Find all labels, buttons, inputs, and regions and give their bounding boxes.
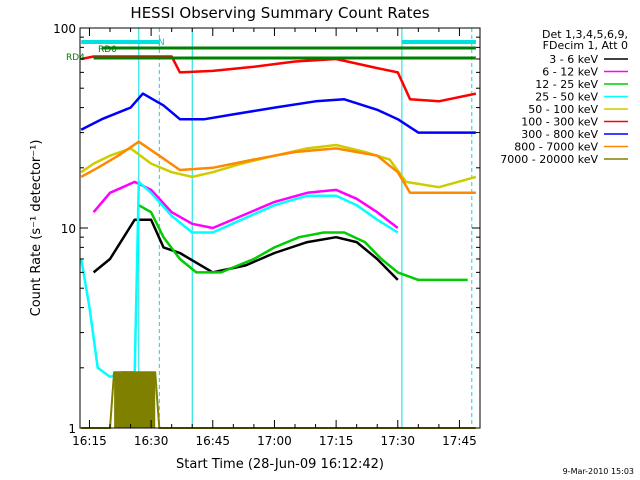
x-axis-label: Start Time (28-Jun-09 16:12:42): [176, 457, 384, 472]
annotation-label: RD4: [66, 53, 85, 63]
legend-label: 12 - 25 keV: [535, 78, 598, 91]
series-line-3: [79, 180, 399, 379]
date-stamp: 9-Mar-2010 15:03: [563, 467, 634, 476]
series-line-2: [138, 204, 468, 282]
y-tick-label: 1: [68, 422, 76, 436]
annotation-label: RD0: [98, 45, 117, 55]
y-tick-label: 100: [53, 22, 76, 36]
legend-label: 3 - 6 keV: [549, 53, 598, 66]
x-tick-label: 16:30: [134, 434, 169, 448]
x-tick-label: 17:00: [257, 434, 292, 448]
annotation-label: N: [158, 38, 165, 48]
x-tick-label: 16:15: [72, 434, 107, 448]
legend-label: 100 - 300 keV: [521, 116, 598, 129]
legend-label: 300 - 800 keV: [521, 128, 598, 141]
legend-label: 800 - 7000 keV: [514, 141, 598, 154]
legend-label: 25 - 50 keV: [535, 91, 598, 104]
rd-bars: RD0 RD4 N: [66, 38, 476, 63]
x-tick-label: 17:30: [380, 434, 415, 448]
chart-title: HESSI Observing Summary Count Rates: [130, 4, 429, 22]
legend-header: FDecim 1, Att 0: [543, 39, 628, 52]
x-tick-label: 17:15: [319, 434, 354, 448]
series-fill-8: [114, 372, 156, 428]
legend: Det 1,3,4,5,6,9,FDecim 1, Att 03 - 6 keV…: [500, 28, 628, 166]
x-axis: 16:15 16:30 16:45 17:00 17:15 17:30 17:45: [72, 28, 481, 448]
legend-label: 6 - 12 keV: [542, 66, 598, 79]
series-line-6: [80, 92, 476, 134]
x-tick-label: 17:45: [442, 434, 477, 448]
legend-header: Det 1,3,4,5,6,9,: [542, 28, 628, 41]
series-line-7: [80, 140, 476, 195]
y-axis-label: Count Rate (s⁻¹ detector⁻¹): [29, 140, 44, 317]
legend-label: 50 - 100 keV: [528, 103, 598, 116]
legend-label: 7000 - 20000 keV: [500, 153, 598, 166]
x-tick-label: 16:45: [195, 434, 230, 448]
series-line-1: [92, 180, 399, 230]
y-axis: 1 10 100: [53, 22, 480, 436]
y-tick-label: 10: [61, 222, 76, 236]
